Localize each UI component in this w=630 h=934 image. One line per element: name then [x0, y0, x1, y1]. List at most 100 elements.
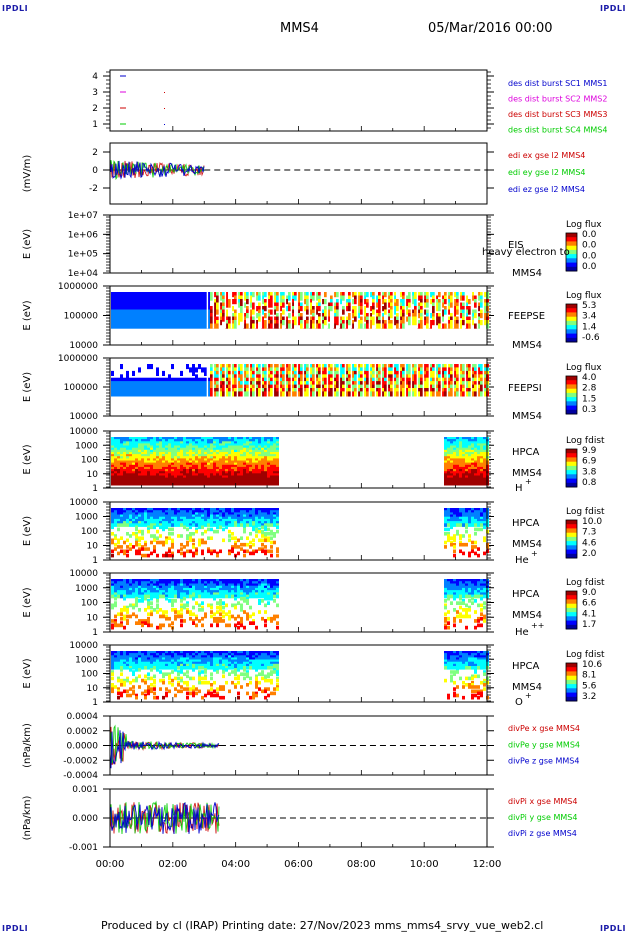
heatmap-cell [159, 469, 162, 473]
heatmap-cell [456, 374, 459, 380]
heatmap-cell [459, 469, 462, 473]
heatmap-cell [249, 481, 252, 486]
heatmap-cell [114, 456, 117, 460]
heatmap-cell [234, 466, 237, 471]
heatmap-cell [165, 475, 168, 480]
heatmap-cell [459, 367, 462, 373]
heatmap-cell [264, 323, 267, 329]
heatmap-cell [159, 323, 162, 329]
heatmap-cell [417, 377, 420, 383]
heatmap-cell [213, 309, 216, 315]
heatmap-cell [189, 441, 192, 445]
heatmap-cell [399, 302, 402, 308]
heatmap-cell [276, 299, 279, 305]
heatmap-cell [258, 452, 261, 456]
heatmap-cell [441, 384, 444, 390]
heatmap-cell [183, 471, 186, 475]
heatmap-cell [111, 295, 114, 301]
heatmap-cell [462, 471, 465, 475]
colorbar-cell [566, 376, 577, 381]
heatmap-cell [123, 512, 126, 516]
heatmap-cell [366, 370, 369, 376]
heatmap-cell [195, 469, 198, 473]
heatmap-cell [150, 306, 153, 312]
heatmap-cell [411, 388, 414, 394]
heatmap-cell [366, 313, 369, 319]
heatmap-cell [276, 553, 279, 558]
heatmap-cell [138, 302, 141, 308]
heatmap-cell [252, 441, 255, 445]
heatmap-cell [162, 292, 165, 298]
heatmap-cell [390, 295, 393, 301]
heatmap-cell [144, 466, 147, 471]
heatmap-cell [234, 452, 237, 456]
heatmap-cell [180, 464, 183, 469]
heatmap-cell [189, 473, 192, 477]
heatmap-cell [132, 466, 135, 471]
heatmap-cell [483, 458, 486, 462]
heatmap-cell [480, 364, 483, 370]
heatmap-cell [417, 374, 420, 380]
heatmap-cell [444, 527, 447, 532]
heatmap-cell [258, 313, 261, 319]
heatmap-cell [156, 306, 159, 312]
heatmap-cell [225, 449, 228, 454]
heatmap-cell [207, 449, 210, 454]
heatmap-cell [222, 370, 225, 376]
heatmap-cell [111, 299, 114, 305]
heatmap-cell [111, 508, 114, 512]
heatmap-cell [444, 306, 447, 312]
heatmap-cell [450, 437, 453, 441]
heatmap-cell [294, 377, 297, 383]
heatmap-cell [219, 391, 222, 397]
heatmap-cell [210, 462, 213, 467]
heatmap-cell [294, 320, 297, 326]
heatmap-cell [114, 381, 117, 387]
heatmap-cell [135, 454, 138, 458]
heatmap-cell [117, 323, 120, 329]
heatmap-cell [378, 295, 381, 301]
heatmap-cell [162, 323, 165, 329]
heatmap-cell [234, 364, 237, 370]
heatmap-cell [228, 456, 231, 460]
heatmap-cell [207, 527, 210, 532]
heatmap-cell [240, 456, 243, 460]
heatmap-cell [258, 473, 261, 477]
heatmap-cell [225, 469, 228, 473]
heatmap-cell [201, 460, 204, 465]
heatmap-cell [147, 525, 150, 530]
heatmap-cell [471, 466, 474, 471]
heatmap-cell [162, 449, 165, 454]
heatmap-cell [243, 481, 246, 486]
heatmap-cell [324, 384, 327, 390]
heatmap-cell [279, 316, 282, 322]
heatmap-cell [456, 306, 459, 312]
heatmap-cell [231, 469, 234, 473]
heatmap-cell [147, 518, 150, 523]
heatmap-cell [264, 477, 267, 482]
heatmap-cell [144, 443, 147, 447]
heatmap-cell [135, 527, 138, 532]
heatmap-cell [453, 462, 456, 467]
heatmap-cell [147, 313, 150, 319]
heatmap-cell [183, 512, 186, 516]
heatmap-cell [225, 302, 228, 308]
heatmap-cell [249, 377, 252, 383]
heatmap-cell [174, 313, 177, 319]
heatmap-cell [126, 323, 129, 329]
heatmap-cell [378, 391, 381, 397]
heatmap-cell [225, 479, 228, 484]
heatmap-cell [363, 384, 366, 390]
heatmap-cell [285, 391, 288, 397]
heatmap-cell [201, 388, 204, 394]
heatmap-cell [456, 452, 459, 456]
heatmap-cell [114, 471, 117, 475]
heatmap-cell [135, 477, 138, 482]
heatmap-cell [444, 521, 447, 525]
colorbar-title: Log flux [566, 363, 602, 373]
heatmap-cell [141, 309, 144, 315]
heatmap-cell [372, 306, 375, 312]
heatmap-cell [216, 381, 219, 387]
heatmap-cell [174, 475, 177, 480]
heatmap-cell [438, 306, 441, 312]
